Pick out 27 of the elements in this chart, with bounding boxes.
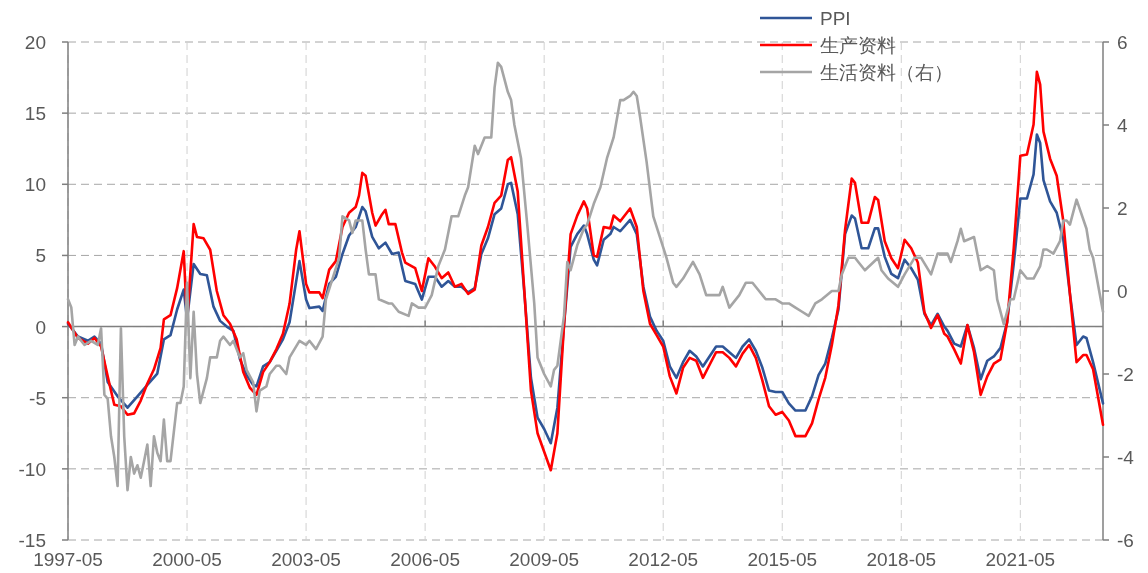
y-tick-label: 15 — [24, 103, 46, 125]
x-tick-label: 2003-05 — [271, 549, 341, 570]
legend-label: PPI — [820, 8, 851, 29]
x-tick-label: 2018-05 — [866, 549, 937, 570]
x-tick-label: 2021-05 — [985, 549, 1056, 570]
x-tick-label: 2006-05 — [390, 549, 460, 570]
y2-tick-label: 6 — [1117, 32, 1128, 53]
y2-tick-label: 4 — [1117, 115, 1128, 136]
y-tick-label: 0 — [35, 316, 46, 338]
x-tick-label: 2012-05 — [628, 549, 699, 570]
y2-tick-label: -6 — [1117, 530, 1134, 551]
y-tick-label: 5 — [35, 245, 46, 267]
legend-label: 生产资料 — [820, 35, 896, 56]
y2-tick-label: 0 — [1117, 281, 1128, 302]
x-tick-label: 2009-05 — [509, 549, 580, 570]
x-tick-label: 2015-05 — [747, 549, 818, 570]
y2-tick-label: -2 — [1117, 364, 1134, 385]
y-tick-label: 20 — [24, 32, 46, 53]
y2-tick-label: 2 — [1117, 198, 1128, 219]
y-tick-label: -5 — [29, 387, 46, 409]
legend-label: 生活资料（右） — [820, 62, 953, 83]
y2-tick-label: -4 — [1117, 447, 1135, 468]
y-tick-label: 10 — [24, 174, 46, 196]
y-tick-label: -15 — [18, 530, 46, 551]
x-tick-label: 1997-05 — [33, 549, 103, 570]
y-tick-label: -10 — [18, 458, 46, 480]
x-tick-label: 2000-05 — [152, 549, 222, 570]
